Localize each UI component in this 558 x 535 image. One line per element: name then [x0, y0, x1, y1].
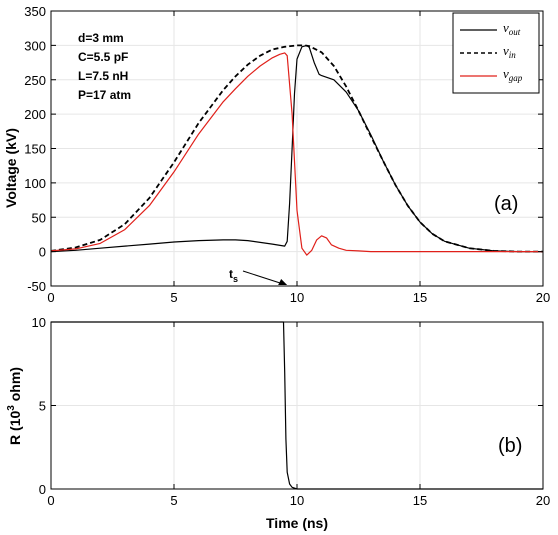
- series-lines-b: [51, 321, 543, 490]
- ylabel-b: R (103 ohm): [6, 367, 23, 445]
- ylabel-a: Voltage (kV): [3, 128, 19, 208]
- series-lines-a: [50, 44, 543, 256]
- ts-marker: ts: [229, 267, 288, 285]
- tick-label-x: 0: [47, 493, 54, 508]
- series-line-resistance: [51, 321, 543, 490]
- tick-label-x: 5: [170, 493, 177, 508]
- tick-label-y: 50: [32, 210, 46, 225]
- panel-tag-a: (a): [494, 193, 518, 215]
- tick-label-x: 5: [170, 290, 177, 305]
- legend-label-vgap: vgap: [503, 66, 523, 83]
- tick-label-y: 300: [24, 38, 46, 53]
- annotation-gap: d=3 mm: [78, 31, 124, 45]
- legend-label-vin: vin: [503, 43, 516, 60]
- annotation-inductance: L=7.5 nH: [78, 69, 128, 83]
- tick-label-x: 0: [47, 290, 54, 305]
- legend-label-vout: vout: [503, 20, 521, 37]
- ts-label: ts: [229, 267, 238, 284]
- ticks-b: 0 5 10 15 20 0 5 10: [32, 315, 551, 508]
- tick-label-y: 100: [24, 176, 46, 191]
- tick-label-x: 15: [413, 290, 427, 305]
- ts-arrow: [242, 270, 284, 285]
- tick-label-y: -50: [27, 279, 46, 294]
- panel-tag-b: (b): [498, 435, 522, 457]
- panel-b: 0 5 10 15 20 0 5 10 R (103 ohm) (b) Time (ns): [6, 315, 550, 531]
- tick-label-x: 10: [290, 493, 304, 508]
- tick-label-x: 15: [413, 493, 427, 508]
- tick-label-x: 20: [536, 493, 550, 508]
- xlabel-b: Time (ns): [266, 515, 328, 531]
- tick-label-y: 200: [24, 107, 46, 122]
- grid-b: [50, 321, 544, 490]
- legend: vout vin vgap: [452, 12, 540, 94]
- series-line-vgap: [50, 52, 543, 256]
- annotation-block: d=3 mm C=5.5 pF L=7.5 nH P=17 atm: [78, 31, 131, 102]
- tick-label-x: 10: [290, 290, 304, 305]
- tick-label-y: 0: [39, 482, 46, 497]
- tick-label-y: 5: [39, 399, 46, 414]
- tick-label-y: 250: [24, 73, 46, 88]
- annotation-capacitance: C=5.5 pF: [78, 50, 128, 64]
- ts-arrowhead: [278, 279, 288, 285]
- annotation-pressure: P=17 atm: [78, 88, 131, 102]
- series-line-vin: [50, 44, 543, 253]
- tick-label-y: 150: [24, 142, 46, 157]
- tick-label-y: 10: [32, 315, 46, 330]
- tick-label-y: 350: [24, 4, 46, 19]
- tick-label-x: 20: [536, 290, 550, 305]
- tick-label-y: 0: [39, 245, 46, 260]
